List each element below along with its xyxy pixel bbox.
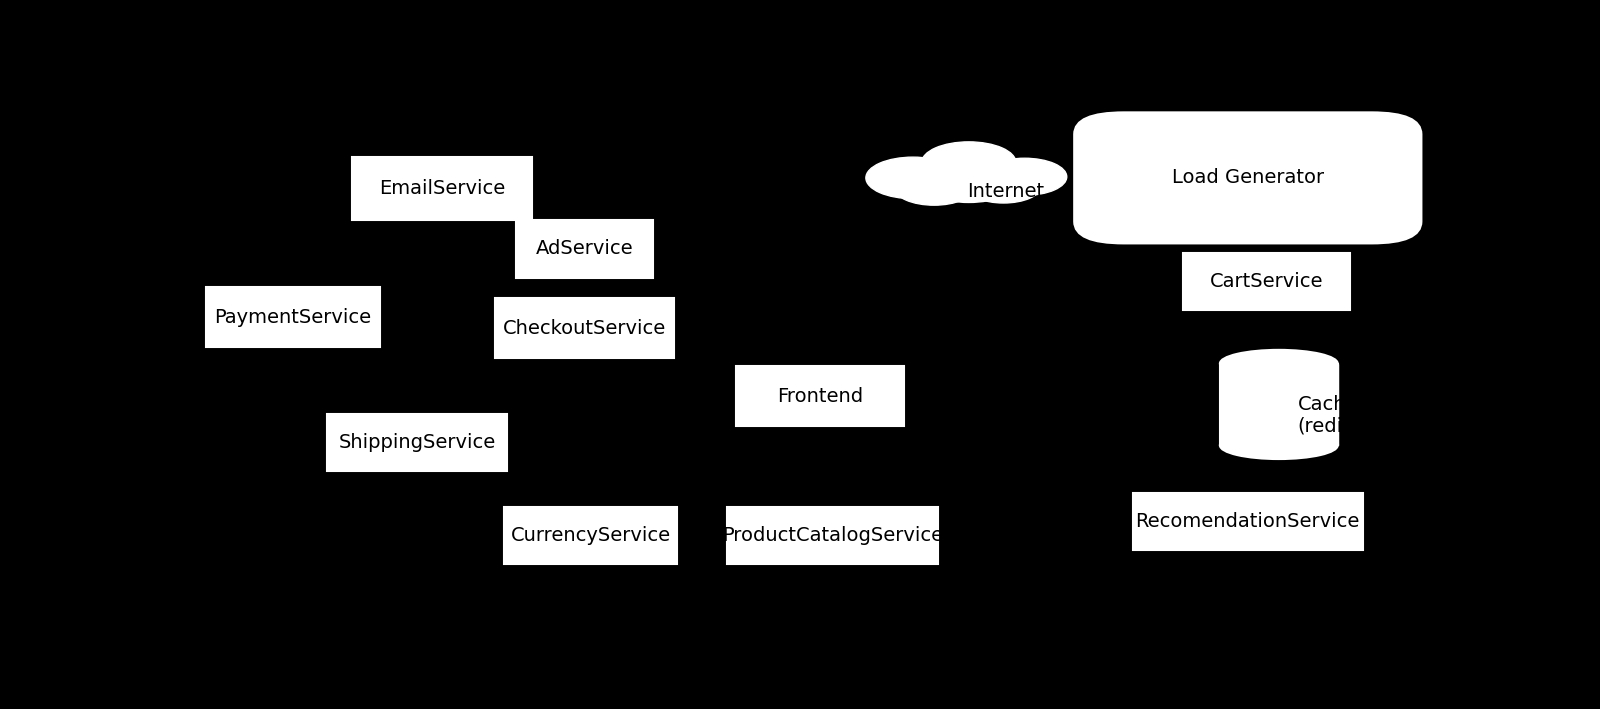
Ellipse shape [918, 159, 1018, 203]
Text: AdService: AdService [536, 240, 634, 258]
Text: RecomendationService: RecomendationService [1136, 513, 1360, 531]
Text: PaymentService: PaymentService [214, 308, 371, 327]
FancyBboxPatch shape [326, 414, 507, 471]
Ellipse shape [982, 158, 1067, 196]
FancyBboxPatch shape [1133, 493, 1363, 550]
FancyBboxPatch shape [736, 367, 904, 426]
Text: Frontend: Frontend [778, 387, 862, 406]
Text: ShippingService: ShippingService [338, 433, 496, 452]
FancyBboxPatch shape [1074, 113, 1421, 243]
Ellipse shape [894, 170, 974, 205]
FancyBboxPatch shape [726, 507, 938, 564]
Text: CheckoutService: CheckoutService [502, 318, 666, 337]
Text: CurrencyService: CurrencyService [510, 526, 670, 545]
Ellipse shape [1219, 432, 1338, 459]
Ellipse shape [866, 157, 960, 199]
FancyBboxPatch shape [504, 507, 677, 564]
Ellipse shape [922, 142, 1016, 184]
Text: CartService: CartService [1210, 272, 1323, 291]
Ellipse shape [1219, 350, 1338, 377]
Text: Internet: Internet [968, 182, 1045, 201]
Bar [1219, 364, 1338, 445]
Text: ProductCatalogService: ProductCatalogService [722, 526, 942, 545]
FancyBboxPatch shape [352, 157, 531, 220]
Ellipse shape [966, 170, 1040, 203]
Text: Load Generator: Load Generator [1171, 169, 1323, 187]
FancyBboxPatch shape [1182, 253, 1350, 311]
FancyBboxPatch shape [494, 298, 674, 358]
Text: EmailService: EmailService [379, 179, 506, 199]
FancyBboxPatch shape [517, 220, 653, 277]
Text: Cache
(redis): Cache (redis) [1298, 395, 1360, 436]
FancyBboxPatch shape [206, 287, 379, 347]
